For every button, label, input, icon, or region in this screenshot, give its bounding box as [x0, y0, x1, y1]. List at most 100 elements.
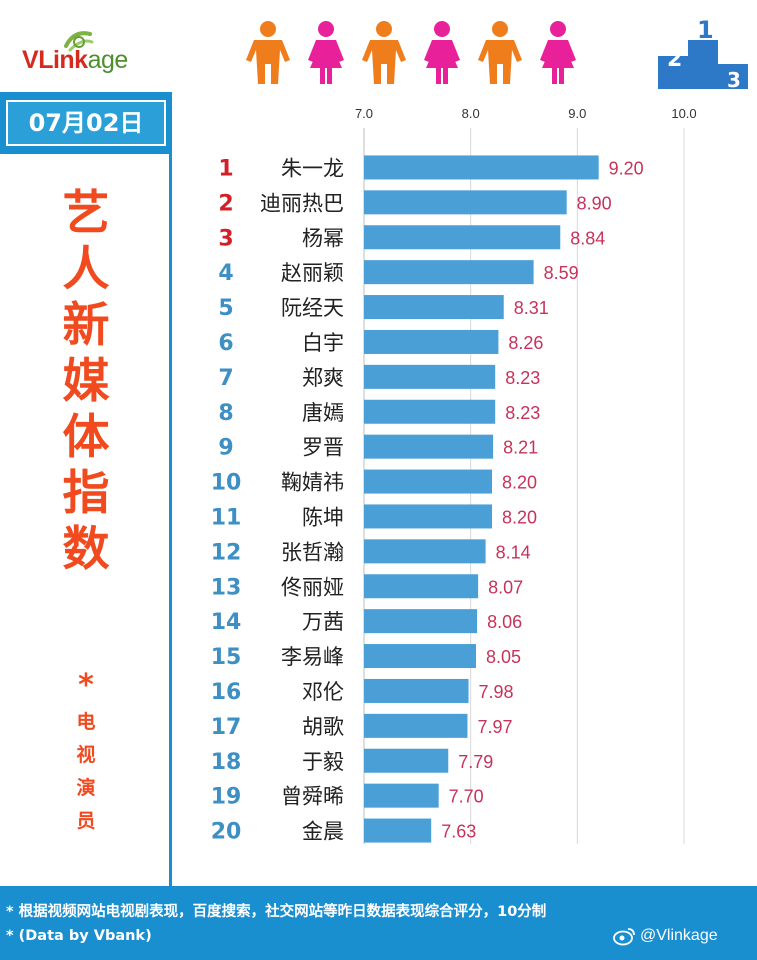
rank-label: 11 [211, 505, 242, 530]
bar [364, 399, 496, 424]
value-label: 8.21 [503, 438, 538, 458]
category-label: 于毅 [302, 750, 344, 774]
bar [364, 609, 478, 634]
title-char: 媒 [62, 354, 110, 409]
bar [364, 364, 496, 389]
weibo-credit: @Vlinkage [612, 926, 718, 946]
category-label: 曾舜晞 [281, 785, 344, 809]
value-label: 8.05 [486, 647, 521, 667]
bar [364, 504, 492, 529]
footer: * 根据视频网站电视剧表现，百度搜索，社交网站等昨日数据表现综合评分，10分制 … [0, 886, 757, 960]
category-label: 郑爽 [302, 366, 344, 390]
vlinkage-logo: VLinkage [22, 28, 172, 78]
logo-swirl-icon [64, 31, 94, 52]
title-char: 指 [62, 466, 110, 521]
people-figures [246, 21, 576, 84]
footer-note-source: * (Data by Vbank) [6, 928, 152, 944]
value-label: 8.20 [502, 507, 537, 527]
x-tick-label: 10.0 [671, 106, 696, 121]
subtitle-char: 员 [76, 810, 96, 832]
rank-label: 15 [211, 645, 242, 670]
podium-icon: 2 1 3 [658, 16, 748, 89]
rank-label: 18 [211, 750, 242, 775]
bar [364, 434, 494, 459]
subtitle-char: 演 [76, 777, 96, 799]
category-label: 白宇 [302, 331, 344, 355]
bar [364, 225, 561, 250]
value-label: 7.70 [449, 787, 484, 807]
title-char: 艺 [62, 186, 110, 241]
weibo-handle: @Vlinkage [640, 927, 718, 945]
rank-label: 16 [211, 680, 242, 705]
category-label: 李易峰 [281, 645, 344, 669]
footer-note-method: * 根据视频网站电视剧表现，百度搜索，社交网站等昨日数据表现综合评分，10分制 [6, 904, 547, 920]
bar [364, 329, 499, 354]
female-figure-icon [308, 21, 344, 84]
value-label: 7.63 [441, 822, 476, 842]
podium-number: 1 [697, 16, 714, 44]
value-label: 8.90 [577, 193, 612, 213]
subtitle-star: * [78, 668, 94, 703]
bar [364, 295, 504, 320]
bar [364, 260, 534, 285]
rank-label: 17 [211, 715, 242, 740]
value-label: 9.20 [609, 158, 644, 178]
rank-label: 2 [218, 191, 233, 216]
rank-label: 5 [218, 296, 233, 321]
value-label: 8.06 [487, 612, 522, 632]
category-label: 杨幂 [302, 226, 344, 250]
rank-label: 20 [211, 820, 242, 845]
weibo-icon [613, 928, 635, 946]
logo-text: VLinkage [22, 46, 128, 75]
logo-age: age [87, 46, 129, 74]
rank-label: 13 [211, 575, 242, 600]
date-box: 07月02日 [6, 100, 166, 146]
subtitle-char: 视 [76, 744, 96, 766]
bar [364, 574, 479, 599]
rank-label: 9 [218, 436, 233, 461]
x-tick-label: 9.0 [568, 106, 586, 121]
title-char: 人 [62, 242, 110, 297]
chart-title-vertical: 艺 人 新 媒 体 指 数 [0, 186, 172, 578]
title-char: 数 [62, 522, 110, 577]
bar [364, 783, 439, 808]
category-label: 朱一龙 [281, 156, 344, 180]
bar [364, 190, 567, 215]
x-tick-label: 7.0 [355, 106, 373, 121]
category-label: 鞠婧祎 [281, 471, 344, 495]
bar [364, 713, 468, 738]
value-label: 7.98 [479, 682, 514, 702]
category-label: 张哲瀚 [281, 540, 344, 564]
female-figure-icon [424, 21, 460, 84]
category-label: 罗晋 [302, 436, 344, 460]
value-label: 8.84 [570, 228, 605, 248]
rank-label: 8 [218, 401, 233, 426]
male-figure-icon [362, 21, 406, 84]
logo-link: Link [38, 46, 88, 74]
rank-label: 4 [218, 261, 233, 286]
value-label: 8.23 [505, 368, 540, 388]
value-label: 8.31 [514, 298, 549, 318]
category-label: 邓伦 [302, 680, 344, 704]
title-char: 体 [62, 410, 110, 465]
bar [364, 678, 469, 703]
logo-v: V [22, 46, 39, 74]
bar-chart: 7.0 8.0 9.0 10.0 9.20 1 朱一龙 8.90 2 迪丽热巴 8.84 3 杨幂 8.5… [211, 106, 697, 845]
bar [364, 644, 476, 669]
category-label: 金晨 [302, 820, 344, 844]
category-label: 赵丽颖 [281, 261, 344, 285]
bar [364, 469, 492, 494]
category-label: 唐嫣 [302, 401, 344, 425]
category-label: 迪丽热巴 [260, 191, 344, 215]
value-label: 8.07 [488, 577, 523, 597]
value-label: 7.97 [477, 717, 512, 737]
value-label: 8.59 [544, 263, 579, 283]
rank-label: 19 [211, 785, 242, 810]
podium-number: 3 [727, 68, 741, 89]
x-tick-label: 8.0 [462, 106, 480, 121]
value-label: 8.26 [508, 333, 543, 353]
chart-subtitle-vertical: 电 视 演 员 [0, 706, 172, 838]
female-figure-icon [540, 21, 576, 84]
left-panel [0, 154, 172, 886]
rank-label: 7 [218, 366, 233, 391]
